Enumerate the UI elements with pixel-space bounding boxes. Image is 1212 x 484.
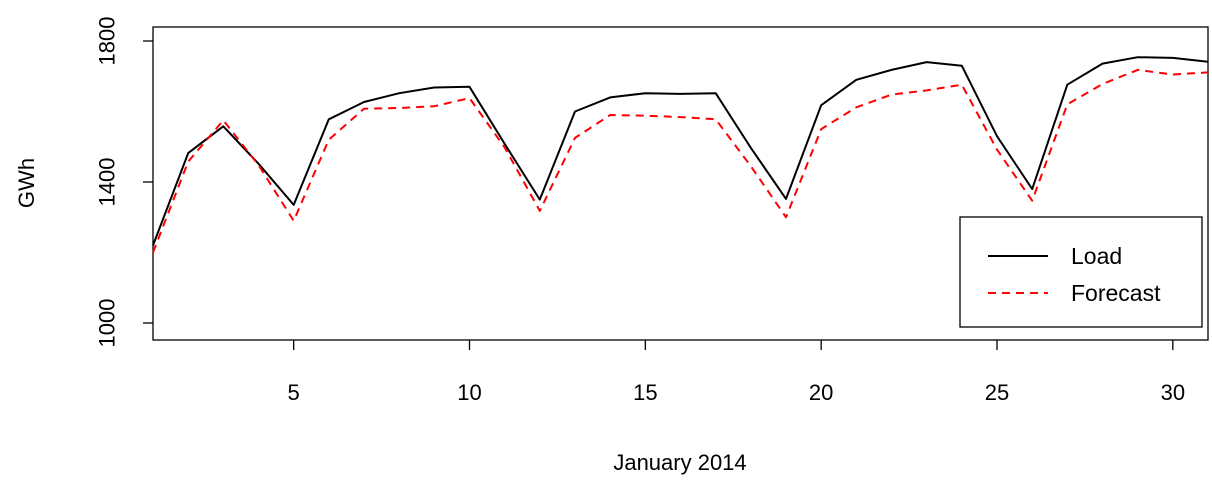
x-tick-label: 30 [1161,380,1185,405]
y-tick-label: 1000 [95,299,120,348]
x-tick-label: 10 [457,380,481,405]
x-axis: 5 10 15 20 25 30 [288,340,1185,405]
x-axis-label: January 2014 [613,450,746,475]
y-axis-label: GWh [14,158,39,208]
legend-load-label: Load [1071,243,1122,269]
x-tick-label: 25 [985,380,1009,405]
y-axis: 1000 1400 1800 [95,17,153,348]
x-tick-label: 5 [288,380,300,405]
x-tick-label: 20 [809,380,833,405]
legend-forecast-label: Forecast [1071,280,1161,306]
series-line-load [152,56,1209,246]
y-tick-label: 1400 [95,158,120,207]
series-line-forecast [152,68,1209,253]
series-layer [152,56,1209,253]
y-tick-label: 1800 [95,17,120,66]
plot-frame [152,26,1209,341]
x-tick-label: 15 [633,380,657,405]
legend-box [959,216,1203,328]
legend: Load Forecast [959,216,1203,328]
